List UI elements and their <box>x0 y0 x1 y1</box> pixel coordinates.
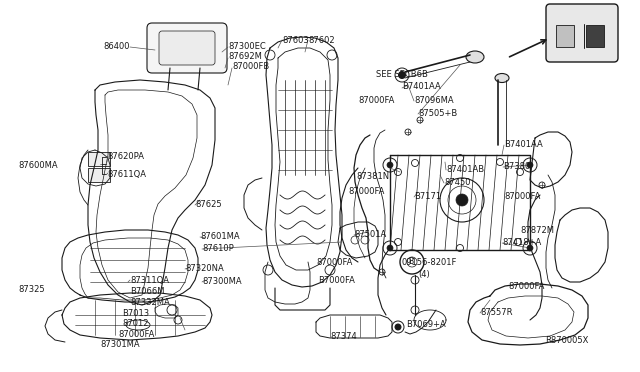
Text: 87000FB: 87000FB <box>232 62 269 71</box>
Text: 87505+B: 87505+B <box>418 109 457 118</box>
Text: B7380: B7380 <box>503 162 531 171</box>
Circle shape <box>399 71 406 78</box>
Text: 87332MA: 87332MA <box>130 298 170 307</box>
Text: 87611QA: 87611QA <box>107 170 146 179</box>
Text: B7066M: B7066M <box>130 287 164 296</box>
Text: 87301MA: 87301MA <box>100 340 140 349</box>
Text: 09156-8201F: 09156-8201F <box>402 258 458 267</box>
Text: 87000FA: 87000FA <box>316 258 353 267</box>
Text: B7069+A: B7069+A <box>406 320 445 329</box>
Text: B7401AA: B7401AA <box>402 82 441 91</box>
Text: 87620PA: 87620PA <box>107 152 144 161</box>
Text: B7013: B7013 <box>122 309 149 318</box>
Text: 87300MA: 87300MA <box>202 277 242 286</box>
FancyBboxPatch shape <box>546 4 618 62</box>
Text: 87610P: 87610P <box>202 244 234 253</box>
Text: 87603: 87603 <box>282 36 308 45</box>
Bar <box>88 168 110 182</box>
Circle shape <box>387 162 393 168</box>
Text: 87602: 87602 <box>308 36 335 45</box>
Text: 87000FA: 87000FA <box>358 96 394 105</box>
Bar <box>586 25 604 47</box>
Text: 87381N: 87381N <box>356 172 389 181</box>
Circle shape <box>395 324 401 330</box>
Text: 87374: 87374 <box>330 332 356 341</box>
Text: 87320NA: 87320NA <box>185 264 224 273</box>
Text: B7401AA: B7401AA <box>504 140 543 149</box>
FancyBboxPatch shape <box>147 23 227 73</box>
Text: 87450: 87450 <box>444 178 470 187</box>
Text: 87872M: 87872M <box>520 226 554 235</box>
Text: 87557R: 87557R <box>480 308 513 317</box>
Text: 87012: 87012 <box>122 319 148 328</box>
Text: 87692M: 87692M <box>228 52 262 61</box>
Text: 87501A: 87501A <box>354 230 387 239</box>
Ellipse shape <box>495 74 509 83</box>
Text: R870005X: R870005X <box>545 336 588 345</box>
Text: B7000FA: B7000FA <box>318 276 355 285</box>
Text: 87600MA: 87600MA <box>18 161 58 170</box>
Text: 87300EC: 87300EC <box>228 42 266 51</box>
Text: B7171: B7171 <box>414 192 441 201</box>
Text: 87325: 87325 <box>18 285 45 294</box>
Text: 87000FA: 87000FA <box>508 282 545 291</box>
Circle shape <box>527 162 533 168</box>
Text: 86400: 86400 <box>104 42 130 51</box>
Text: 87096MA: 87096MA <box>414 96 454 105</box>
Circle shape <box>387 245 393 251</box>
Text: 87601MA: 87601MA <box>200 232 239 241</box>
Ellipse shape <box>466 51 484 63</box>
Text: 87418+A: 87418+A <box>502 238 541 247</box>
Circle shape <box>527 245 533 251</box>
Text: (4): (4) <box>418 270 429 279</box>
Text: 87000FA: 87000FA <box>504 192 540 201</box>
Text: B: B <box>408 257 413 266</box>
Circle shape <box>456 194 468 206</box>
Text: 87401AB: 87401AB <box>446 165 484 174</box>
FancyBboxPatch shape <box>159 31 215 65</box>
Text: 87625: 87625 <box>195 200 221 209</box>
Text: 87311QA: 87311QA <box>130 276 169 285</box>
Text: 87000FA: 87000FA <box>348 187 385 196</box>
Bar <box>88 152 110 166</box>
Text: SEE SECB6B: SEE SECB6B <box>376 70 428 79</box>
Bar <box>556 25 574 47</box>
Text: 87000FA: 87000FA <box>118 330 154 339</box>
